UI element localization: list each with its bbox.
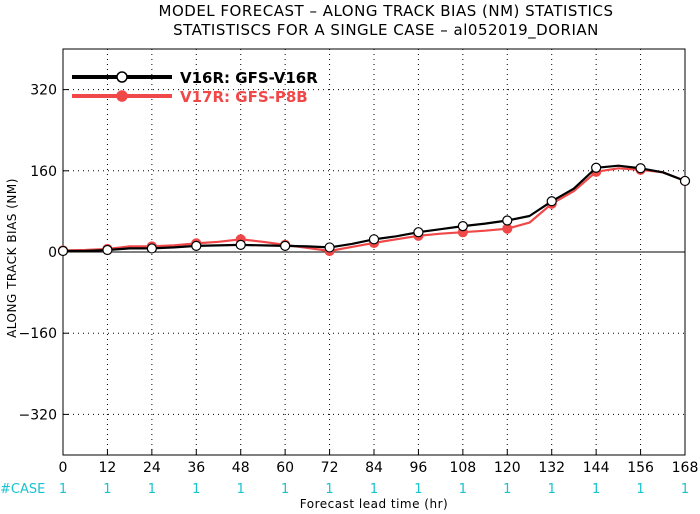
legend-marker-1 — [116, 90, 128, 102]
legend-marker-0 — [116, 71, 128, 83]
case-count-7: 1 — [370, 482, 378, 497]
x-axis-label: Forecast lead time (hr) — [300, 497, 448, 511]
x-tick-label-10: 120 — [494, 460, 521, 476]
case-count-1: 1 — [103, 482, 111, 497]
series-0-point-10 — [502, 215, 513, 226]
y-tick-label-1: 160 — [30, 164, 57, 180]
case-count-10: 1 — [503, 482, 511, 497]
case-label: #CASE — [0, 482, 45, 497]
case-count-13: 1 — [636, 482, 644, 497]
series-0-point-13 — [635, 163, 646, 174]
series-0-point-9 — [457, 221, 468, 232]
y-tick-label-0: 320 — [30, 83, 57, 99]
x-tick-label-13: 156 — [627, 460, 654, 476]
grid — [63, 49, 685, 455]
x-tick-label-4: 48 — [232, 460, 250, 476]
series-0-point-0 — [57, 245, 69, 257]
series-0-point-2 — [146, 243, 157, 254]
case-count-2: 1 — [148, 482, 156, 497]
case-count-row: #CASE 1 1 1 1 1 1 1 1 1 1 1 1 1 1 1 — [0, 482, 689, 497]
case-count-9: 1 — [459, 482, 467, 497]
x-tick-label-14: 168 — [672, 460, 699, 476]
x-tick-label-9: 108 — [449, 460, 476, 476]
y-tick-label-2: 0 — [48, 245, 57, 261]
case-count-14: 1 — [681, 482, 689, 497]
series-0-point-4 — [235, 239, 246, 250]
x-tick-label-2: 24 — [143, 460, 161, 476]
legend-label-0: V16R: GFS-V16R — [180, 69, 318, 87]
case-count-12: 1 — [592, 482, 600, 497]
case-count-8: 1 — [414, 482, 422, 497]
chart-subtitle: STATISTISCS FOR A SINGLE CASE – al052019… — [173, 21, 599, 40]
x-tick-label-7: 84 — [365, 460, 383, 476]
case-count-11: 1 — [548, 482, 556, 497]
x-tick-label-6: 72 — [321, 460, 339, 476]
series-0-point-3 — [191, 240, 202, 252]
x-tick-label-0: 0 — [59, 460, 68, 476]
series-0-point-11 — [546, 196, 557, 207]
x-tick-label-11: 132 — [538, 460, 565, 476]
case-count-6: 1 — [325, 482, 333, 497]
x-tick-label-5: 60 — [276, 460, 294, 476]
case-count-0: 1 — [59, 482, 67, 497]
x-tick-label-12: 144 — [583, 460, 610, 476]
series-0-point-8 — [413, 227, 424, 238]
case-count-4: 1 — [237, 482, 245, 497]
series-0-point-1 — [102, 244, 113, 256]
series-0-point-6 — [324, 242, 335, 253]
case-count-3: 1 — [192, 482, 200, 497]
x-axis-ticks: 0 12 24 36 48 60 72 84 96 108 120 132 144 156 168 — [59, 449, 699, 476]
series-0 — [57, 162, 691, 257]
y-axis-label: ALONG TRACK BIAS (NM) — [5, 178, 19, 338]
y-tick-label-3: −160 — [19, 326, 57, 342]
case-count-5: 1 — [281, 482, 289, 497]
legend-label-1: V17R: GFS-P8B — [180, 88, 308, 106]
x-tick-label-8: 96 — [410, 460, 428, 476]
series-0-point-12 — [591, 162, 602, 173]
x-tick-label-1: 12 — [99, 460, 117, 476]
series-0-point-5 — [280, 240, 291, 252]
series-0-point-14 — [679, 175, 691, 187]
series-0-point-7 — [368, 234, 380, 245]
y-tick-label-4: −320 — [19, 407, 57, 423]
x-tick-label-3: 36 — [187, 460, 205, 476]
chart-title: MODEL FORECAST – ALONG TRACK BIAS (NM) S… — [159, 2, 614, 20]
series-layer — [57, 162, 691, 257]
